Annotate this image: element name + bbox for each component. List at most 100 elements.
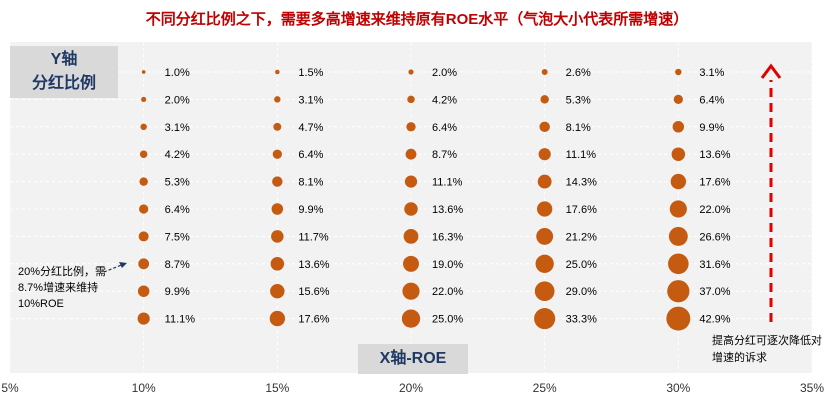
bubble-label: 2.0% [165, 94, 190, 106]
bubble-point [536, 201, 553, 217]
bubble-point [270, 283, 285, 299]
bubble-label: 5.3% [566, 94, 591, 106]
bubble-label: 31.6% [699, 259, 730, 271]
bubble-point [670, 173, 687, 190]
bubble-label: 6.4% [432, 122, 457, 134]
x-tick-label: 5% [1, 381, 19, 395]
bubble-point [271, 203, 284, 215]
bubble-label: 16.3% [432, 231, 463, 243]
bubble-point [274, 96, 281, 103]
bubble-point [139, 177, 148, 186]
bubble-point [534, 281, 555, 302]
bubble-point [405, 148, 417, 160]
bubble-point [668, 253, 689, 275]
bubble-point [138, 258, 150, 270]
bubble-point [540, 95, 549, 104]
bubble-point [536, 227, 554, 245]
bubble-label: 15.6% [298, 286, 329, 298]
bubble-point [403, 229, 419, 244]
bubble-label: 11.7% [298, 231, 329, 243]
bubble-label: 6.4% [699, 94, 724, 106]
y-axis-title: Y轴 分红比例 [10, 46, 118, 98]
bubble-label: 17.6% [298, 314, 329, 326]
bubble-label: 26.6% [699, 231, 730, 243]
bubble-label: 8.1% [298, 177, 323, 189]
bubble-label: 29.0% [566, 286, 597, 298]
x-tick-label: 35% [800, 381, 824, 395]
bubble-point [269, 310, 286, 327]
bubble-point [404, 175, 418, 188]
x-tick-label: 30% [666, 381, 690, 395]
bubble-label: 8.7% [165, 259, 190, 271]
bubble-point [271, 230, 284, 243]
bubble-label: 7.5% [165, 231, 190, 243]
bubble-label: 8.1% [566, 122, 591, 134]
bubble-label: 11.1% [432, 177, 463, 189]
bubble-label: 1.0% [165, 67, 190, 79]
bubble-label: 11.1% [566, 149, 597, 161]
bubble-label: 8.7% [432, 149, 457, 161]
bubble-point [535, 254, 554, 273]
bubble-label: 6.4% [298, 149, 323, 161]
bubble-label: 4.2% [432, 94, 457, 106]
bubble-point [666, 306, 691, 331]
bubble-point [673, 94, 683, 105]
bubble-label: 33.3% [566, 314, 597, 326]
bubble-point [537, 174, 552, 189]
bubble-point [401, 309, 421, 328]
y-axis-title-line2: 分红比例 [31, 75, 96, 92]
bubble-point [407, 95, 415, 104]
bubble-label: 25.0% [432, 314, 463, 326]
bubble-point [408, 69, 414, 75]
chart-title: 不同分红比例之下，需要多高增速来维持原有ROE水平（气泡大小代表所需增速） [145, 11, 689, 28]
bubble-point [270, 257, 285, 271]
bubble-point [539, 121, 550, 133]
bubble-label: 2.0% [432, 67, 457, 79]
bubble-label: 42.9% [699, 314, 730, 326]
bubble-label: 6.4% [165, 204, 190, 216]
bubble-point [137, 312, 150, 325]
annotation-right: 提高分红可逐次降低对增速的诉求 [712, 335, 822, 364]
bubble-point [534, 308, 556, 330]
label-layer: 1.0% 2.0% 3.1% 4.2% 5.3% 6.4% 7.5% 8.7% 9.9% 11.1… [165, 67, 731, 326]
bubble-label: 22.0% [432, 286, 463, 298]
bubble-point [406, 122, 416, 132]
bubble-point [668, 226, 688, 246]
tick-layer: 5% 10% 15% 20% 25% 30% 35% [1, 381, 824, 395]
bubble-label: 21.2% [566, 231, 597, 243]
bubble-point [139, 204, 149, 214]
bubble-point [275, 69, 280, 75]
bubble-label: 13.6% [699, 149, 730, 161]
bubble-point [404, 202, 418, 216]
bubble-point [402, 282, 420, 300]
bubble-label: 37.0% [699, 286, 730, 298]
bubble-label: 19.0% [432, 259, 463, 271]
bubble-point [141, 70, 146, 74]
bubble-label: 9.9% [298, 204, 323, 216]
x-axis-title: X轴-ROE [358, 344, 468, 374]
bubble-point [675, 68, 682, 76]
bubble-label: 3.1% [699, 67, 724, 79]
x-tick-label: 20% [399, 381, 423, 395]
bubble-label: 3.1% [165, 122, 190, 134]
bubble-layer [137, 68, 691, 331]
bubble-point [272, 149, 282, 159]
x-tick-label: 10% [132, 381, 156, 395]
bubble-label: 14.3% [566, 177, 597, 189]
bubble-point [141, 96, 147, 102]
bubble-point [538, 148, 551, 161]
x-tick-label: 15% [265, 381, 289, 395]
bubble-label: 22.0% [699, 204, 730, 216]
bubble-point [672, 121, 685, 133]
bubble-label: 1.5% [298, 67, 323, 79]
bubble-point [272, 176, 283, 187]
bubble-label: 17.6% [566, 204, 597, 216]
bubble-label: 3.1% [298, 94, 323, 106]
bubble-point [671, 147, 686, 161]
bubble-point [667, 280, 690, 303]
x-tick-label: 25% [533, 381, 557, 395]
bubble-label: 13.6% [432, 204, 463, 216]
growth-arrow [103, 63, 782, 322]
bubble-label: 2.6% [566, 67, 591, 79]
